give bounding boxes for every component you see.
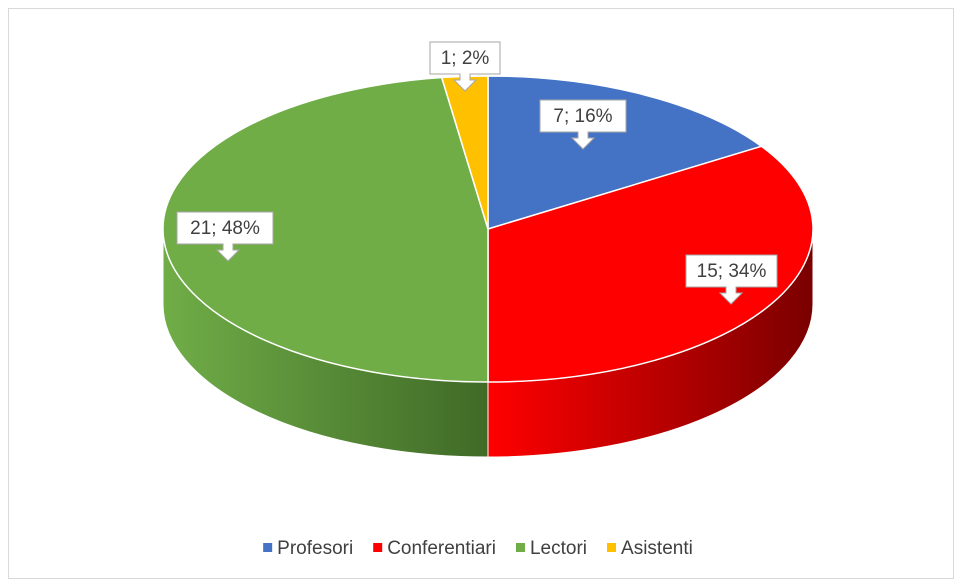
data-label-box bbox=[685, 254, 778, 305]
pie-slice bbox=[487, 145, 814, 383]
data-label: 15; 34% bbox=[697, 261, 767, 282]
legend-swatch bbox=[515, 543, 525, 552]
data-label: 1; 2% bbox=[441, 48, 490, 69]
legend-swatch bbox=[373, 543, 383, 552]
legend-label: Asistenti bbox=[621, 538, 693, 559]
legend: Profesori Conferentiari Lectori Asistenti bbox=[263, 538, 693, 559]
legend-swatch bbox=[607, 543, 617, 552]
legend-swatch bbox=[263, 543, 273, 552]
legend-label: Lectori bbox=[530, 538, 587, 559]
data-label: 7; 16% bbox=[553, 106, 612, 127]
data-label-box bbox=[539, 99, 627, 150]
legend-label: Profesori bbox=[277, 538, 353, 559]
pie-slice bbox=[162, 76, 489, 383]
data-label-box bbox=[429, 41, 501, 92]
legend-label: Conferentiari bbox=[387, 538, 496, 559]
data-label: 21; 48% bbox=[190, 218, 260, 239]
data-label-box bbox=[176, 211, 274, 262]
